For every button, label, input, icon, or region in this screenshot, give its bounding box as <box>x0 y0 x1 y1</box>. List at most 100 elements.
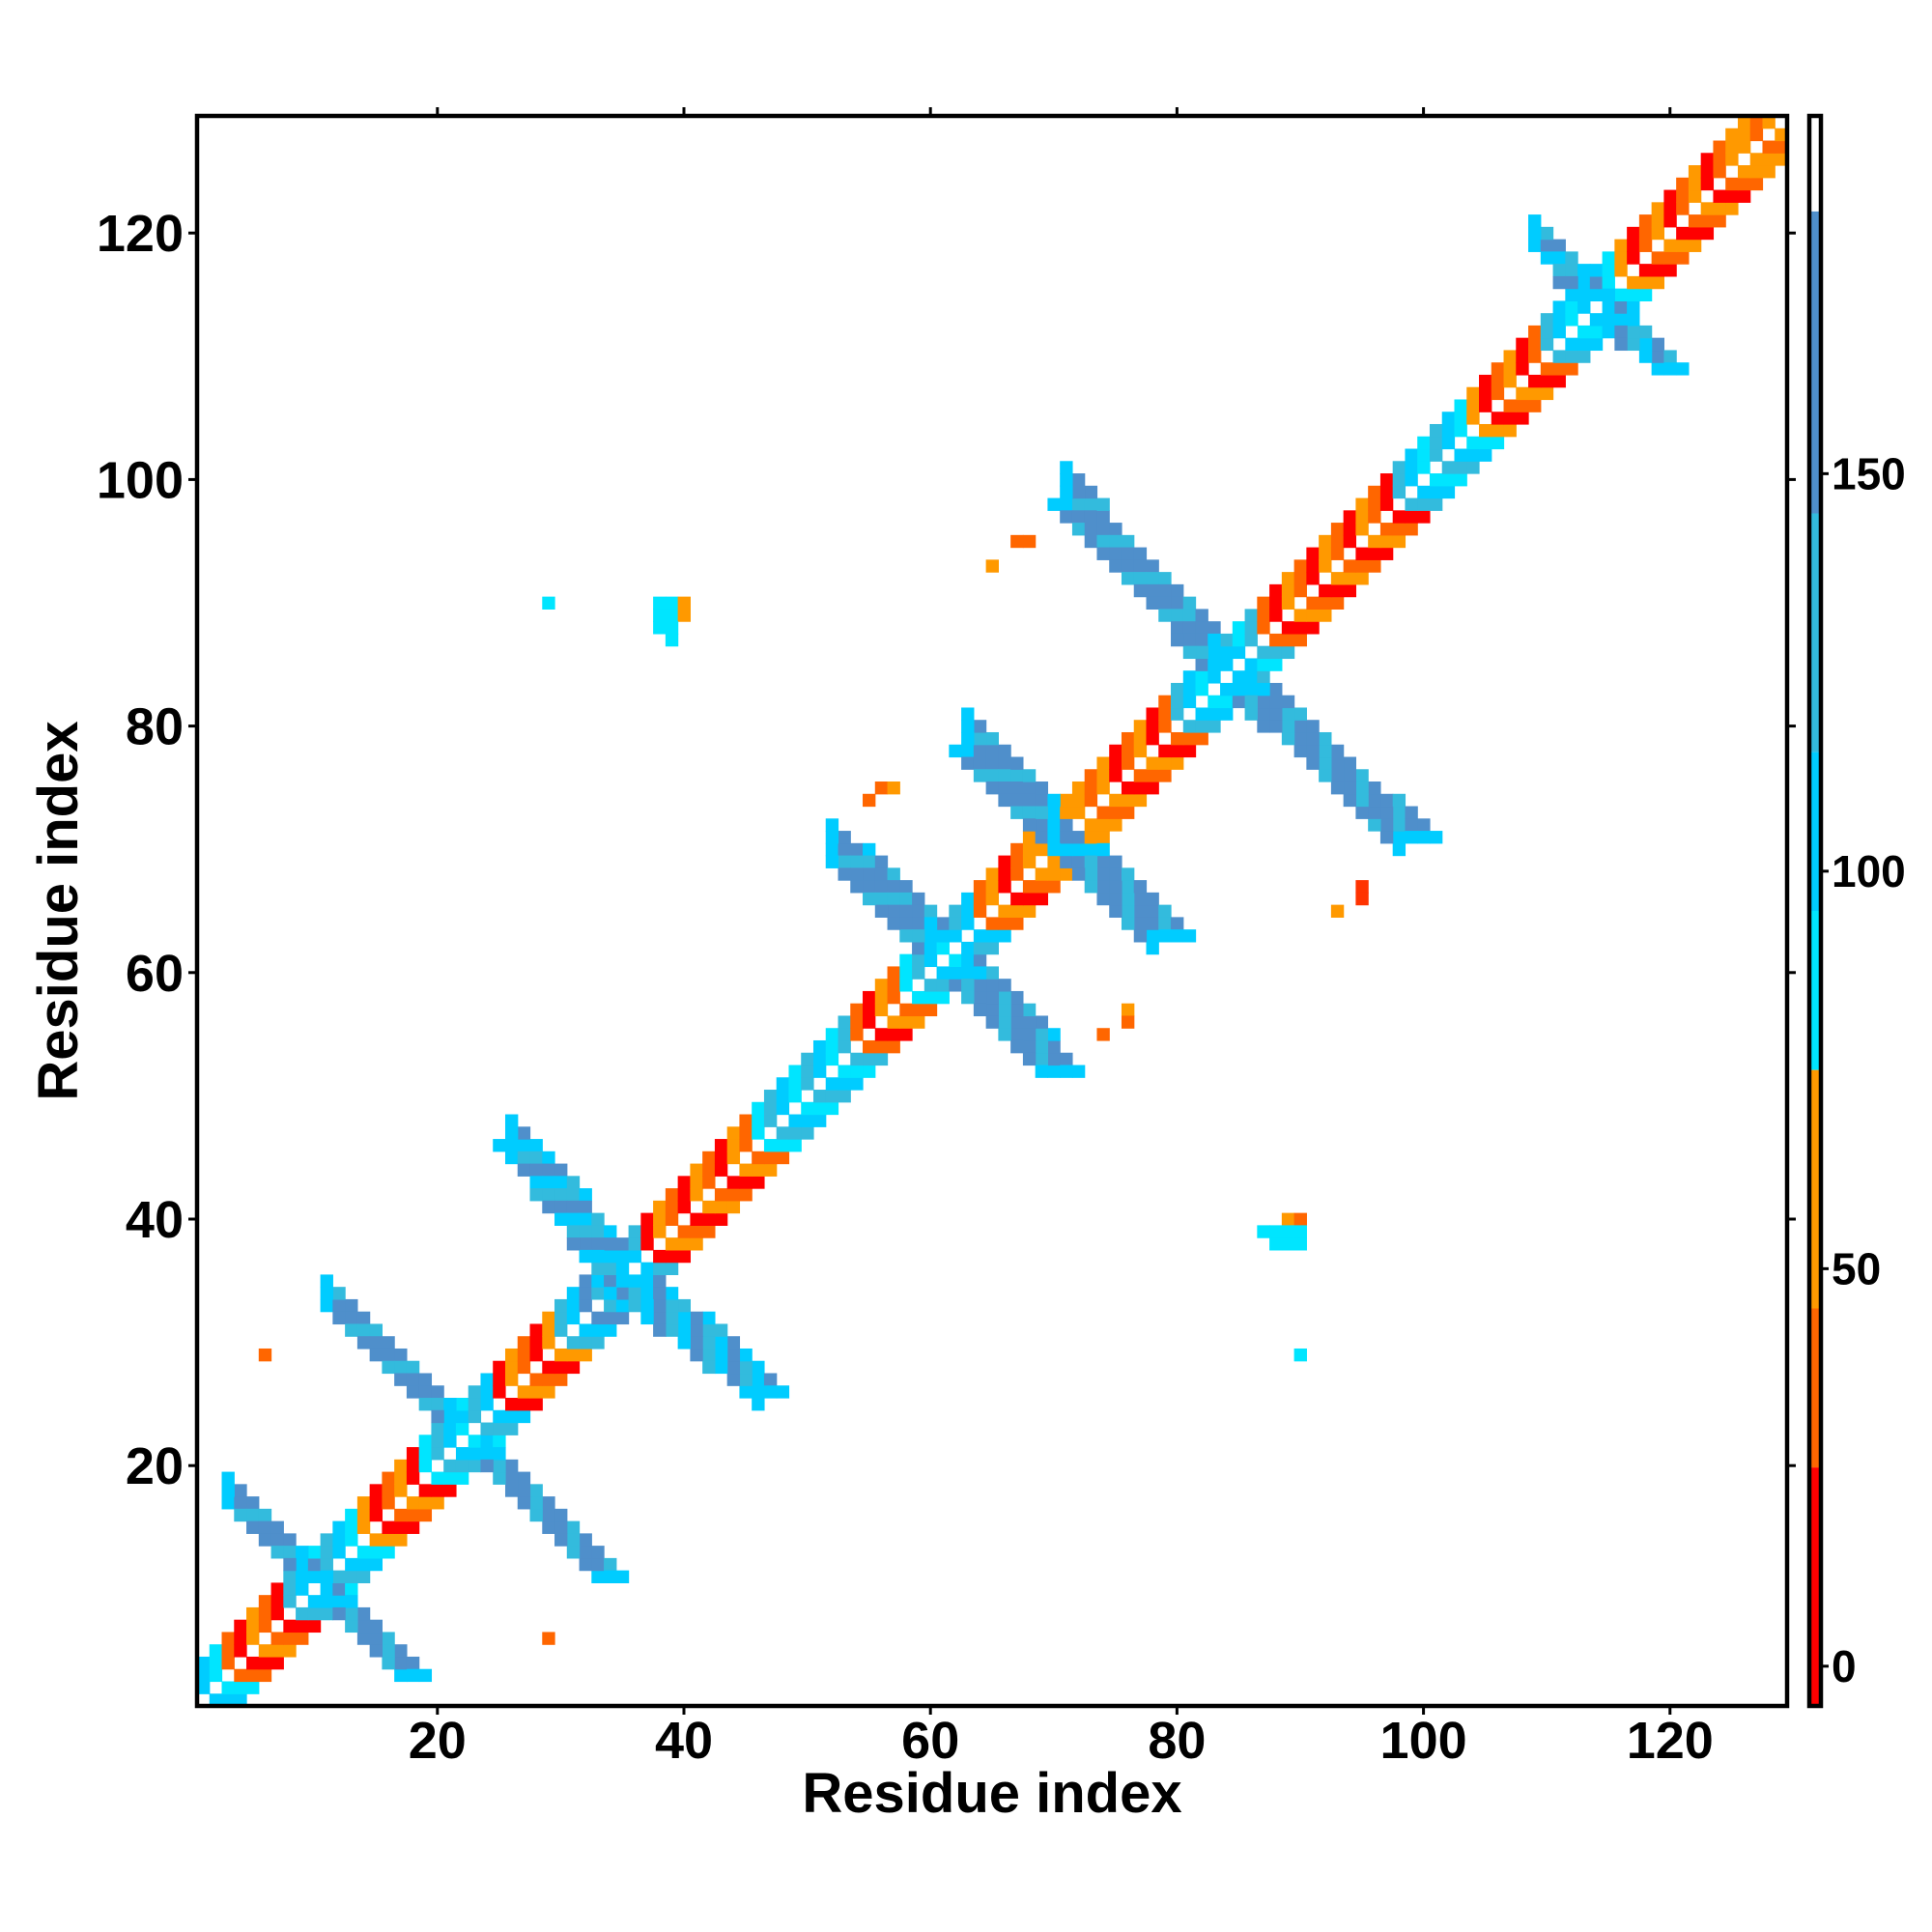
heatmap-cell <box>1405 806 1418 819</box>
heatmap-cell <box>1688 189 1702 203</box>
heatmap-cell <box>1627 337 1640 352</box>
heatmap-cell <box>702 1212 716 1226</box>
heatmap-cell <box>726 1176 741 1189</box>
heatmap-cell <box>1281 707 1295 721</box>
heatmap-cell <box>1047 793 1061 808</box>
heatmap-cell <box>690 1163 703 1177</box>
heatmap-cell <box>1528 386 1542 401</box>
heatmap-cell <box>1651 264 1664 277</box>
heatmap-cell <box>283 1644 297 1658</box>
heatmap-cell <box>998 1003 1011 1017</box>
heatmap-cell <box>246 1520 260 1534</box>
heatmap-cell <box>517 1398 531 1411</box>
heatmap-cell <box>1479 448 1492 462</box>
heatmap-cell <box>504 1348 519 1362</box>
heatmap-cell <box>1749 165 1764 179</box>
heatmap-cell <box>455 1409 469 1424</box>
heatmap-cell <box>554 1348 568 1362</box>
heatmap-cell <box>1503 399 1517 412</box>
heatmap-cell <box>677 1336 691 1350</box>
colorbar-frame <box>1806 113 1824 1709</box>
heatmap-cell <box>923 917 938 930</box>
heatmap-cell <box>1035 793 1049 808</box>
x-axis-title: Residue index <box>802 1762 1181 1825</box>
heatmap-cell <box>899 917 913 930</box>
heatmap-cell <box>850 1077 864 1091</box>
heatmap-cell <box>1676 177 1690 191</box>
heatmap-cell <box>1737 177 1751 191</box>
heatmap-cell <box>1589 275 1604 290</box>
heatmap-cell <box>1171 707 1184 721</box>
heatmap-cell <box>1293 720 1307 733</box>
heatmap-cell <box>961 941 975 955</box>
heatmap-cell <box>542 1163 555 1177</box>
heatmap-cell <box>1775 128 1788 142</box>
heatmap-cell <box>1454 473 1467 487</box>
heatmap-cell <box>604 1287 617 1300</box>
x-tick-label: 80 <box>1148 1712 1206 1770</box>
heatmap-cell <box>258 1508 272 1522</box>
heatmap-cell <box>1516 386 1529 401</box>
heatmap-cell <box>554 1200 568 1214</box>
heatmap-cell <box>1737 116 1751 129</box>
heatmap-cell <box>1146 756 1159 770</box>
heatmap-cell <box>615 1274 630 1288</box>
heatmap-cell <box>1244 658 1258 671</box>
heatmap-cell <box>985 559 999 573</box>
heatmap-cell <box>431 1496 444 1510</box>
heatmap-cell <box>752 1163 765 1177</box>
heatmap-cell <box>1071 806 1086 819</box>
heatmap-cell <box>973 1003 987 1017</box>
heatmap-cell <box>1528 226 1542 241</box>
heatmap-cell <box>1355 572 1369 585</box>
heatmap-cell <box>1293 559 1307 573</box>
heatmap-cell <box>702 1360 716 1375</box>
heatmap-cell <box>1417 436 1431 450</box>
heatmap-cell <box>1096 806 1110 819</box>
heatmap-cell <box>517 1348 531 1362</box>
heatmap-cell <box>961 979 975 992</box>
heatmap-cell <box>899 929 913 943</box>
heatmap-cell <box>1552 300 1566 314</box>
heatmap-cell <box>542 1200 555 1214</box>
heatmap-cell <box>332 1520 346 1534</box>
heatmap-cell <box>1355 769 1369 782</box>
heatmap-cell <box>1096 855 1110 868</box>
heatmap-cell <box>504 1471 519 1485</box>
heatmap-cell <box>504 1373 519 1386</box>
heatmap-cell <box>1319 547 1332 560</box>
heatmap-cell <box>1084 510 1098 524</box>
heatmap-cell <box>1577 288 1591 301</box>
heatmap-cell <box>382 1533 395 1547</box>
heatmap-cell <box>1171 596 1184 610</box>
heatmap-cell <box>1700 177 1715 191</box>
heatmap-cell <box>838 855 851 868</box>
heatmap-cell <box>1565 362 1578 376</box>
heatmap-cell <box>1343 793 1357 808</box>
heatmap-cell <box>825 1101 839 1116</box>
heatmap-cell <box>1158 720 1172 733</box>
heatmap-cell <box>1121 793 1135 808</box>
heatmap-cell <box>1330 756 1345 770</box>
heatmap-cell <box>1244 621 1258 635</box>
heatmap-cell <box>345 1311 358 1325</box>
heatmap-cell <box>1700 226 1715 241</box>
heatmap-cell <box>1269 609 1283 622</box>
heatmap-cell <box>640 1298 654 1313</box>
heatmap-cell <box>1355 523 1369 536</box>
heatmap-cell <box>1257 670 1270 684</box>
heatmap-cell <box>1121 880 1135 894</box>
heatmap-cell <box>1441 461 1456 474</box>
heatmap-cell <box>320 1557 333 1572</box>
heatmap-cell <box>1713 153 1726 166</box>
heatmap-cell <box>653 1262 667 1276</box>
heatmap-cell <box>985 979 999 992</box>
heatmap-cell <box>1663 251 1677 265</box>
heatmap-cell <box>529 1373 543 1386</box>
heatmap-cell <box>517 1151 531 1165</box>
heatmap-cell <box>1343 769 1357 782</box>
heatmap-cell <box>1762 116 1776 129</box>
heatmap-cell <box>1306 572 1320 585</box>
heatmap-cell <box>726 1200 741 1214</box>
heatmap-cell <box>1700 202 1715 215</box>
